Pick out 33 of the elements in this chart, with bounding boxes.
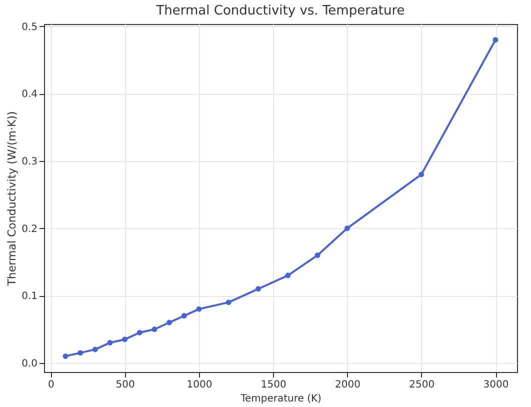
- point: [344, 226, 350, 232]
- point: [314, 252, 320, 258]
- point: [107, 340, 113, 346]
- y-tick-label: 0.5: [22, 22, 38, 33]
- x-tick-label: 1000: [186, 380, 212, 390]
- y-tick-label: 0.4: [22, 89, 38, 100]
- x-tick-label: 1500: [260, 380, 286, 390]
- y-tick-label: 0.3: [22, 156, 38, 168]
- point: [122, 336, 128, 342]
- point: [256, 286, 261, 292]
- point: [181, 313, 187, 319]
- y-tick-label: 0.2: [22, 224, 38, 235]
- y-tick-label: 0.1: [22, 291, 38, 302]
- chart-title: Thermal Conductivity vs. Temperature: [155, 3, 405, 18]
- point: [62, 353, 68, 359]
- point: [196, 306, 202, 312]
- point: [418, 172, 424, 178]
- x-tick-label: 500: [116, 380, 135, 390]
- point: [136, 330, 142, 336]
- point: [166, 320, 172, 326]
- point: [92, 346, 98, 352]
- point: [78, 350, 84, 356]
- x-tick-label: 0: [48, 380, 54, 390]
- point: [152, 326, 158, 332]
- point: [492, 37, 498, 43]
- y-axis-title: Thermal Conductivity (W/(m·K)): [6, 111, 19, 287]
- x-tick-label: 3000: [483, 380, 509, 390]
- point: [285, 272, 291, 278]
- point: [226, 300, 232, 306]
- x-tick-label: 2500: [409, 380, 435, 390]
- x-axis-title: Temperature (K): [240, 394, 322, 404]
- y-tick-label: 0.0: [22, 358, 38, 370]
- x-tick-label: 2000: [335, 380, 360, 390]
